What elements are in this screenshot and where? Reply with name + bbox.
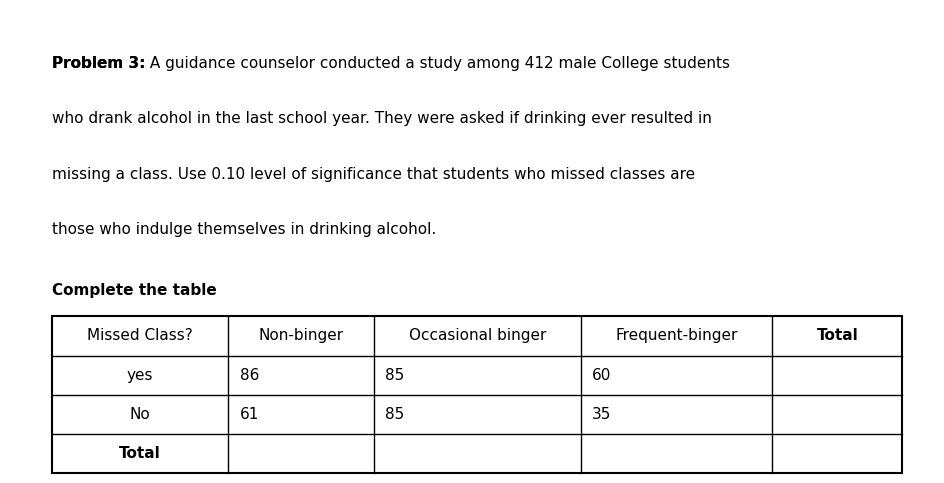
Text: Problem 3:: Problem 3:: [52, 56, 145, 71]
Text: 60: 60: [591, 368, 611, 383]
Text: Problem 3:: Problem 3:: [52, 56, 145, 71]
Text: Total: Total: [816, 328, 857, 343]
Text: Frequent-binger: Frequent-binger: [615, 328, 737, 343]
Text: yes: yes: [126, 368, 153, 383]
Text: those who indulge themselves in drinking alcohol.: those who indulge themselves in drinking…: [52, 222, 436, 237]
Text: No: No: [129, 407, 150, 422]
Text: Non-binger: Non-binger: [258, 328, 344, 343]
Text: Missed Class?: Missed Class?: [87, 328, 193, 343]
Text: who drank alcohol in the last school year. They were asked if drinking ever resu: who drank alcohol in the last school yea…: [52, 111, 711, 126]
Text: A guidance counselor conducted a study among 412 male College students: A guidance counselor conducted a study a…: [145, 56, 730, 71]
Text: Complete the table: Complete the table: [52, 283, 216, 298]
Text: Occasional binger: Occasional binger: [408, 328, 546, 343]
Text: 85: 85: [385, 407, 404, 422]
Text: 86: 86: [239, 368, 259, 383]
Text: 85: 85: [385, 368, 404, 383]
Text: missing a class. Use 0.10 level of significance that students who missed classes: missing a class. Use 0.10 level of signi…: [52, 167, 695, 182]
Text: Total: Total: [119, 446, 160, 461]
Bar: [52, 316, 902, 473]
Text: 61: 61: [239, 407, 259, 422]
Text: 35: 35: [591, 407, 611, 422]
